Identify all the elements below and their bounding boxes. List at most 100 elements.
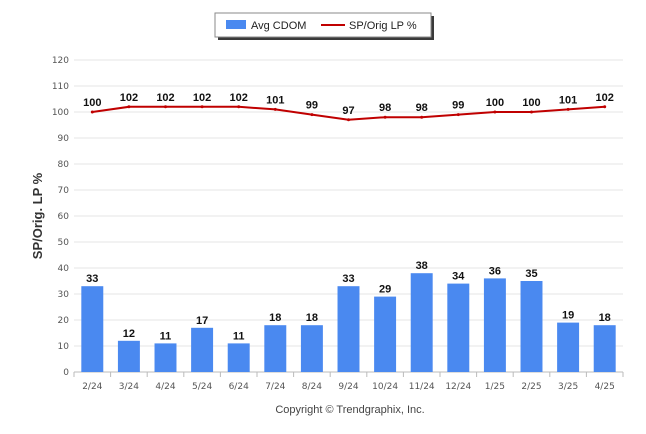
bar (191, 327, 214, 372)
bar (483, 278, 506, 372)
bar-value-label: 33 (86, 273, 98, 285)
line-value-label: 99 (452, 100, 464, 112)
bar (447, 283, 470, 372)
line-point (273, 107, 277, 111)
bar-value-label: 19 (562, 310, 574, 322)
line-value-label: 102 (596, 92, 614, 104)
line-value-label: 100 (83, 97, 101, 109)
bar-value-label: 33 (342, 273, 354, 285)
line-value-label: 99 (306, 100, 318, 112)
y-tick-label: 40 (58, 264, 70, 274)
bar (81, 286, 104, 372)
line-value-label: 102 (156, 92, 174, 104)
bar-value-label: 38 (416, 260, 428, 272)
grid-lines (74, 59, 623, 373)
x-tick-label: 3/24 (119, 382, 139, 392)
y-tick-label: 30 (58, 290, 70, 300)
line-value-label: 102 (193, 92, 211, 104)
line-point (456, 113, 460, 117)
line-point (310, 113, 314, 117)
axes: 0 10 20 30 40 50 60 70 80 90 100 110 120 2/24 3/24 4/24… (52, 56, 624, 392)
bar-value-label: 18 (306, 312, 318, 324)
x-tick-label: 2/24 (82, 382, 102, 392)
x-tick-label: 9/24 (338, 382, 358, 392)
bar-value-label: 17 (196, 315, 208, 327)
y-tick-label: 110 (52, 82, 69, 92)
bar (520, 281, 543, 372)
y-tick-label: 70 (58, 186, 70, 196)
line-point (164, 105, 167, 109)
line-point (347, 118, 350, 122)
line-value-label: 100 (522, 97, 540, 109)
x-tick-label: 12/24 (445, 382, 471, 392)
bar (374, 296, 397, 372)
bar-value-label: 12 (123, 328, 135, 340)
x-tick-label: 6/24 (229, 382, 249, 392)
line-value-label: 98 (379, 102, 391, 114)
line-value-label: 97 (342, 105, 354, 117)
y-tick-label: 120 (52, 56, 69, 66)
x-tick-label: 3/25 (558, 382, 578, 392)
y-tick-label: 0 (63, 368, 69, 378)
bar-series (81, 273, 616, 372)
line-series (90, 105, 607, 122)
x-tick-label: 7/24 (265, 382, 285, 392)
x-tick-label: 4/24 (155, 382, 175, 392)
legend-swatch-bar (226, 20, 246, 29)
y-tick-label: 60 (58, 212, 70, 222)
line-value-label: 98 (416, 102, 428, 114)
data-labels: 33 12 11 17 11 18 18 33 29 38 34 36 35 19 18 100 102 102 1… (83, 92, 614, 343)
line-point (127, 105, 131, 109)
y-tick-label: 90 (58, 134, 70, 144)
bar-value-label: 18 (599, 312, 611, 324)
line-point (383, 115, 387, 119)
line-point (603, 105, 607, 109)
y-tick-label: 20 (58, 316, 70, 326)
line-point (200, 105, 204, 109)
x-tick-label: 10/24 (372, 382, 398, 392)
y-tick-label: 10 (58, 342, 70, 352)
y-tick-label: 100 (52, 108, 69, 118)
line-point (420, 115, 424, 119)
bar (227, 343, 250, 372)
bar (410, 273, 433, 372)
x-tick-label: 2/25 (521, 382, 541, 392)
legend: Avg CDOM SP/Orig LP % (214, 12, 434, 40)
bar (300, 325, 323, 372)
x-tick-label: 4/25 (595, 382, 615, 392)
bar-value-label: 29 (379, 284, 391, 296)
line-point (566, 107, 570, 111)
bar (264, 325, 287, 372)
bar (557, 322, 580, 372)
x-tick-label: 11/24 (409, 382, 435, 392)
line-value-label: 102 (230, 92, 248, 104)
line-value-label: 101 (266, 94, 284, 106)
x-tick-label: 8/24 (302, 382, 322, 392)
y-axis-title: SP/Orig. LP % (30, 172, 45, 259)
x-tick-label: 5/24 (192, 382, 212, 392)
bar-value-label: 18 (269, 312, 281, 324)
bar-value-label: 36 (489, 265, 501, 277)
line-value-label: 102 (120, 92, 138, 104)
y-tick-label: 80 (58, 160, 70, 170)
line-value-label: 101 (559, 94, 577, 106)
bar (593, 325, 616, 372)
y-tick-label: 50 (58, 238, 70, 248)
bar-value-label: 34 (452, 271, 465, 283)
bar (117, 340, 140, 372)
bar-value-label: 35 (525, 268, 537, 280)
bar-value-label: 11 (160, 330, 172, 342)
bar-value-label: 11 (233, 330, 245, 342)
line-point (530, 110, 533, 114)
line-point (90, 110, 94, 114)
bar (337, 286, 360, 372)
legend-label: SP/Orig LP % (349, 20, 417, 32)
bar (154, 343, 177, 372)
line-point (237, 105, 241, 109)
copyright-text: Copyright © Trendgraphix, Inc. (275, 404, 424, 416)
x-tick-label: 1/25 (485, 382, 505, 392)
line-value-label: 100 (486, 97, 504, 109)
legend-label: Avg CDOM (251, 20, 306, 32)
